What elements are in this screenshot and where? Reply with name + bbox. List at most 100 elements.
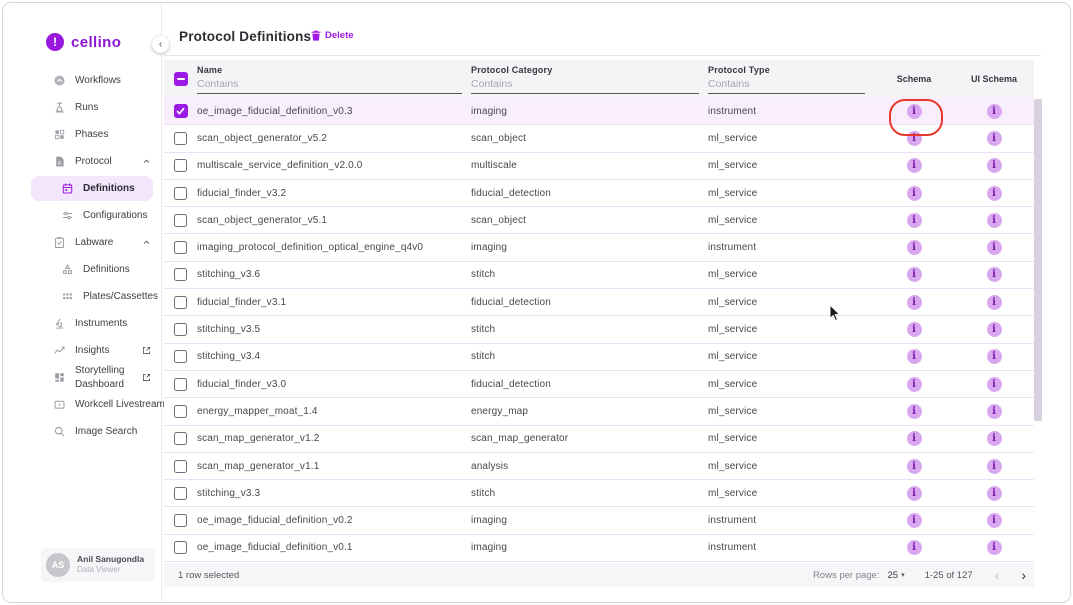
table-row[interactable]: scan_map_generator_v1.1analysisml_servic… xyxy=(164,453,1034,480)
ui-schema-info-button[interactable]: i xyxy=(987,213,1002,228)
sidebar-item-insights[interactable]: Insights xyxy=(3,337,161,364)
table-row[interactable]: oe_image_fiducial_definition_v0.2imaging… xyxy=(164,507,1034,534)
table-row[interactable]: scan_object_generator_v5.1scan_objectml_… xyxy=(164,207,1034,234)
table-row[interactable]: energy_mapper_moat_1.4energy_mapml_servi… xyxy=(164,398,1034,425)
schema-info-button[interactable]: i xyxy=(907,104,922,119)
table-row[interactable]: stitching_v3.4stitchml_serviceii xyxy=(164,344,1034,371)
row-checkbox[interactable] xyxy=(174,323,187,336)
table-row[interactable]: fiducial_finder_v3.2fiducial_detectionml… xyxy=(164,180,1034,207)
schema-info-button[interactable]: i xyxy=(907,377,922,392)
sidebar-item-instruments[interactable]: Instruments xyxy=(3,310,161,337)
vertical-scrollbar-thumb[interactable] xyxy=(1034,99,1042,421)
row-checkbox[interactable] xyxy=(174,378,187,391)
ui-schema-info-button[interactable]: i xyxy=(987,104,1002,119)
column-header-ui-schema[interactable]: UI Schema xyxy=(954,60,1034,98)
sidebar-item-workcell-livestream[interactable]: Workcell Livestream xyxy=(3,391,161,418)
row-checkbox[interactable] xyxy=(174,541,187,554)
table-row[interactable]: multiscale_service_definition_v2.0.0mult… xyxy=(164,153,1034,180)
ui-schema-info-button[interactable]: i xyxy=(987,322,1002,337)
table-row[interactable]: scan_object_generator_v5.2scan_objectml_… xyxy=(164,125,1034,152)
ui-schema-info-button[interactable]: i xyxy=(987,513,1002,528)
sidebar-item-labware[interactable]: Labware xyxy=(3,229,161,256)
sidebar-item-definitions[interactable]: Definitions xyxy=(3,256,161,283)
schema-info-button[interactable]: i xyxy=(907,486,922,501)
schema-info-button[interactable]: i xyxy=(907,158,922,173)
schema-info-button[interactable]: i xyxy=(907,295,922,310)
rows-per-page-select[interactable]: 25 ▾ xyxy=(887,570,904,581)
table-row[interactable]: stitching_v3.5stitchml_serviceii xyxy=(164,316,1034,343)
sidebar-item-runs[interactable]: Runs xyxy=(3,94,161,121)
ui-schema-info-button[interactable]: i xyxy=(987,267,1002,282)
row-checkbox[interactable] xyxy=(174,296,187,309)
ui-schema-info-button[interactable]: i xyxy=(987,459,1002,474)
row-checkbox[interactable] xyxy=(174,187,187,200)
schema-info-button[interactable]: i xyxy=(907,186,922,201)
row-checkbox[interactable] xyxy=(174,514,187,527)
sidebar-item-workflows[interactable]: Workflows xyxy=(3,67,161,94)
ui-schema-info-button[interactable]: i xyxy=(987,404,1002,419)
next-page-button[interactable]: › xyxy=(1021,568,1026,582)
schema-info-button[interactable]: i xyxy=(907,240,922,255)
ui-schema-info-button[interactable]: i xyxy=(987,540,1002,555)
row-checkbox[interactable] xyxy=(174,432,187,445)
ui-schema-info-button[interactable]: i xyxy=(987,486,1002,501)
ui-schema-info-button[interactable]: i xyxy=(987,377,1002,392)
column-header-name[interactable]: Name xyxy=(197,65,471,75)
schema-info-button[interactable]: i xyxy=(907,131,922,146)
row-checkbox[interactable] xyxy=(174,104,188,118)
protocol-category-filter-input[interactable]: Contains xyxy=(471,78,699,94)
column-header-schema[interactable]: Schema xyxy=(874,60,954,98)
chevron-up-icon[interactable] xyxy=(141,156,152,167)
previous-page-button[interactable]: ‹ xyxy=(995,568,1000,582)
row-checkbox[interactable] xyxy=(174,241,187,254)
ui-schema-info-button[interactable]: i xyxy=(987,158,1002,173)
schema-info-button[interactable]: i xyxy=(907,540,922,555)
row-checkbox[interactable] xyxy=(174,214,187,227)
row-checkbox[interactable] xyxy=(174,487,187,500)
sidebar-item-configurations[interactable]: Configurations xyxy=(3,202,161,229)
delete-button[interactable]: Delete xyxy=(311,30,354,41)
column-header-protocol-type[interactable]: Protocol Type xyxy=(708,65,874,75)
ui-schema-info-button[interactable]: i xyxy=(987,295,1002,310)
sidebar-item-image-search[interactable]: Image Search xyxy=(3,418,161,445)
row-checkbox[interactable] xyxy=(174,350,187,363)
table-row[interactable]: stitching_v3.6stitchml_serviceii xyxy=(164,262,1034,289)
ui-schema-info-button[interactable]: i xyxy=(987,186,1002,201)
sidebar-item-definitions[interactable]: Definitions xyxy=(3,175,161,202)
name-filter-input[interactable]: Contains xyxy=(197,78,462,94)
table-row[interactable]: fiducial_finder_v3.1fiducial_detectionml… xyxy=(164,289,1034,316)
column-header-protocol-category[interactable]: Protocol Category xyxy=(471,65,708,75)
protocol-type-filter-input[interactable]: Contains xyxy=(708,78,865,94)
row-checkbox[interactable] xyxy=(174,405,187,418)
select-all-checkbox[interactable] xyxy=(174,72,188,86)
ui-schema-info-button[interactable]: i xyxy=(987,349,1002,364)
table-row[interactable]: stitching_v3.3stitchml_serviceii xyxy=(164,480,1034,507)
table-row[interactable]: oe_image_fiducial_definition_v0.3imaging… xyxy=(164,98,1034,125)
table-row[interactable]: scan_map_generator_v1.2scan_map_generato… xyxy=(164,426,1034,453)
sidebar-item-phases[interactable]: Phases xyxy=(3,121,161,148)
table-row[interactable]: oe_image_fiducial_definition_v0.1imaging… xyxy=(164,535,1034,562)
row-checkbox[interactable] xyxy=(174,132,187,145)
schema-info-button[interactable]: i xyxy=(907,459,922,474)
sidebar-item-storytelling-dashboard[interactable]: Storytelling Dashboard xyxy=(3,364,161,391)
chevron-up-icon[interactable] xyxy=(141,237,152,248)
schema-info-button[interactable]: i xyxy=(907,404,922,419)
schema-info-button[interactable]: i xyxy=(907,349,922,364)
sidebar-item-plates-cassettes[interactable]: Plates/Cassettes xyxy=(3,283,161,310)
schema-info-button[interactable]: i xyxy=(907,267,922,282)
schema-info-button[interactable]: i xyxy=(907,213,922,228)
ui-schema-info-button[interactable]: i xyxy=(987,240,1002,255)
schema-info-button[interactable]: i xyxy=(907,322,922,337)
ui-schema-info-button[interactable]: i xyxy=(987,431,1002,446)
row-checkbox[interactable] xyxy=(174,159,187,172)
ui-schema-info-button[interactable]: i xyxy=(987,131,1002,146)
table-row[interactable]: fiducial_finder_v3.0fiducial_detectionml… xyxy=(164,371,1034,398)
user-card[interactable]: AS Anil Sanugondla Data Viewer xyxy=(41,548,155,582)
row-checkbox[interactable] xyxy=(174,268,187,281)
table-row[interactable]: imaging_protocol_definition_optical_engi… xyxy=(164,234,1034,261)
row-checkbox[interactable] xyxy=(174,460,187,473)
sidebar-collapse-button[interactable]: ‹ xyxy=(152,36,169,53)
sidebar-item-protocol[interactable]: Protocol xyxy=(3,148,161,175)
schema-info-button[interactable]: i xyxy=(907,513,922,528)
schema-info-button[interactable]: i xyxy=(907,431,922,446)
